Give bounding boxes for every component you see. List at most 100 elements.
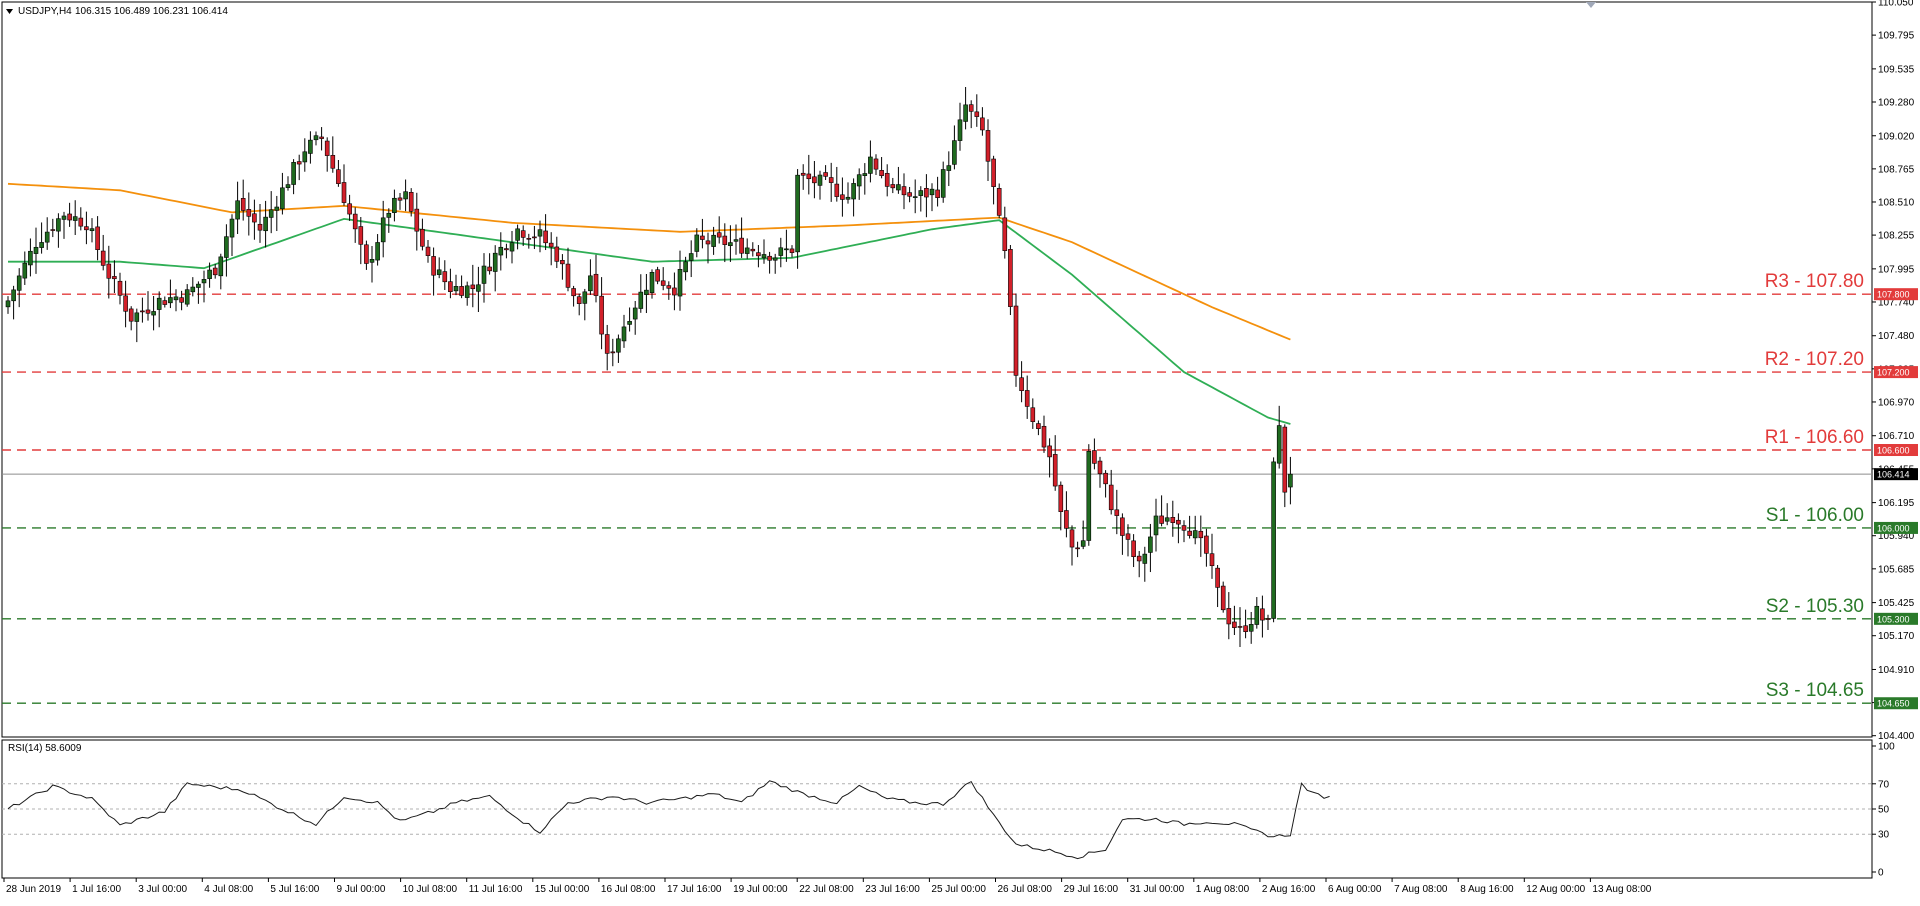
candle: [772, 253, 778, 274]
candle-body: [274, 206, 280, 211]
candle: [879, 157, 884, 179]
candle: [442, 260, 448, 290]
candle: [252, 199, 257, 240]
candle-body: [268, 209, 274, 218]
candle: [246, 192, 252, 236]
candle: [212, 263, 218, 279]
candle: [806, 154, 812, 195]
level-label-r2: R2 - 107.20: [1765, 349, 1864, 370]
candle-body: [873, 158, 879, 170]
candle: [56, 213, 61, 248]
candle: [386, 208, 392, 233]
candle: [520, 225, 526, 246]
chart-header: USDJPY,H4 106.315 106.489 106.231 106.41…: [6, 6, 228, 17]
level-tag-text: 107.800: [1877, 290, 1910, 300]
candle: [1019, 361, 1024, 403]
candle: [128, 306, 134, 331]
candle-body: [946, 165, 952, 171]
candle-body: [498, 246, 504, 256]
candle: [347, 194, 352, 221]
candle: [554, 236, 560, 269]
candle-body: [134, 312, 140, 322]
level-tag-s2: [1874, 612, 1918, 625]
candle-body: [912, 196, 918, 198]
candle-body: [380, 217, 386, 243]
candle: [100, 234, 106, 271]
candle-body: [1159, 515, 1164, 524]
candle-body: [89, 228, 95, 232]
triangle-down-icon[interactable]: [6, 9, 13, 14]
candle-body: [156, 297, 162, 310]
candle: [476, 266, 481, 313]
candle: [296, 154, 302, 181]
candle: [660, 267, 666, 291]
candle: [1187, 515, 1192, 539]
candle: [375, 234, 380, 266]
shift-marker-icon[interactable]: [1586, 2, 1596, 8]
level-tag-s3: [1874, 697, 1918, 710]
price-axis-label: 105.170: [1878, 631, 1915, 642]
candle-body: [257, 223, 263, 231]
candle: [610, 338, 616, 367]
candle-body: [1181, 525, 1187, 531]
candle-body: [1170, 517, 1176, 523]
price-axis-label: 108.510: [1878, 197, 1915, 208]
candle-body: [1086, 451, 1092, 541]
price-axis-label: 109.795: [1878, 31, 1915, 42]
candle-body: [1220, 585, 1226, 611]
candle-body: [487, 266, 492, 272]
candle-body: [716, 232, 722, 238]
candle-body: [778, 247, 784, 256]
candle-body: [980, 117, 985, 131]
candle: [655, 266, 660, 285]
candle: [190, 277, 196, 297]
candle: [767, 251, 772, 274]
candle: [588, 259, 593, 295]
candle-body: [28, 250, 33, 266]
candle: [117, 272, 123, 305]
time-axis-label: 8 Aug 16:00: [1460, 884, 1514, 895]
candle-body: [1204, 535, 1209, 554]
candle-body: [593, 273, 599, 296]
candle: [1075, 541, 1080, 558]
candle-body: [470, 284, 476, 290]
price-axis-label: 104.910: [1878, 665, 1915, 676]
candle-body: [537, 229, 543, 237]
candle: [896, 166, 901, 194]
candle: [308, 131, 313, 164]
candle: [268, 191, 274, 234]
candle: [459, 275, 464, 299]
candle-body: [940, 169, 946, 198]
candle: [196, 281, 201, 304]
candle-body: [11, 289, 16, 302]
candle: [946, 151, 952, 187]
candle-body: [845, 196, 851, 200]
candle-body: [263, 216, 268, 232]
candle-body: [162, 300, 168, 305]
candle: [324, 137, 330, 172]
candle: [1052, 435, 1058, 491]
candle: [991, 155, 996, 205]
candle-body: [728, 242, 733, 247]
candle-body: [756, 252, 761, 257]
candle-body: [800, 172, 806, 176]
price-axis-label: 106.710: [1878, 431, 1915, 442]
candle: [22, 251, 28, 285]
candle-body: [408, 192, 414, 212]
candle: [44, 217, 50, 250]
price-axis-label: 109.535: [1878, 64, 1915, 75]
candle: [688, 240, 694, 278]
candle-body: [884, 173, 890, 187]
candle-body: [201, 279, 207, 284]
candle-body: [1002, 217, 1008, 251]
candle: [33, 227, 39, 274]
level-tag-text: 104.650: [1877, 699, 1910, 709]
candle-body: [957, 119, 963, 141]
candle: [873, 154, 879, 176]
candle: [1159, 495, 1164, 527]
candle-body: [750, 248, 756, 252]
candle: [784, 229, 789, 262]
candle-body: [929, 188, 935, 196]
candle-body: [789, 248, 795, 253]
